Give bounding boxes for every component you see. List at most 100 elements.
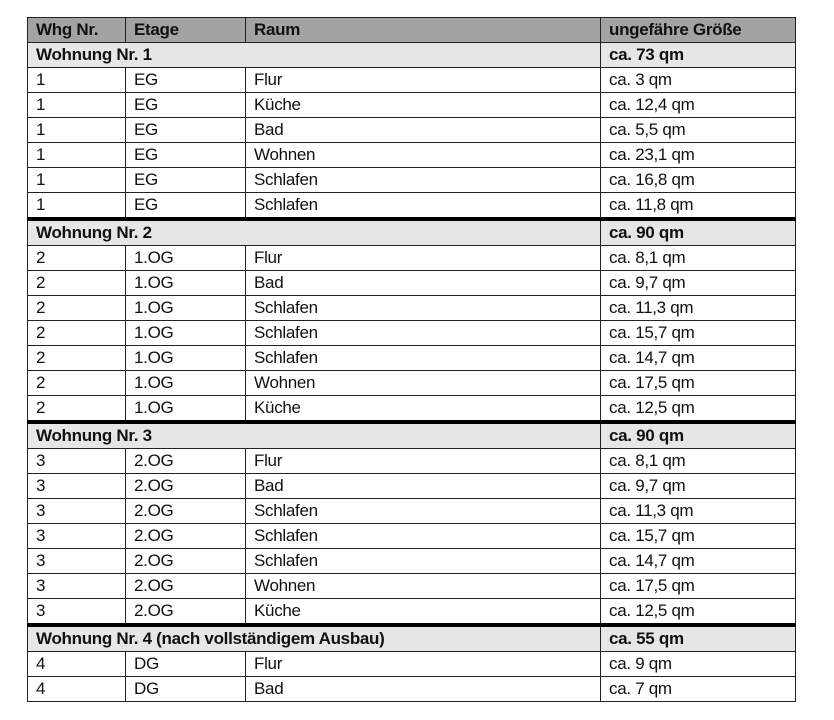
cell-whg-nr: 3 xyxy=(27,573,126,599)
cell-raum: Schlafen xyxy=(245,498,601,524)
cell-etage: 2.OG xyxy=(125,573,246,599)
cell-raum: Bad xyxy=(245,676,601,702)
cell-groesse: ca. 9 qm xyxy=(600,651,796,677)
group-title: Wohnung Nr. 3 xyxy=(27,420,601,449)
table-row: 2 1.OG Bad ca. 9,7 qm xyxy=(27,270,796,296)
group-row: Wohnung Nr. 4 (nach vollständigem Ausbau… xyxy=(27,623,796,652)
cell-etage: 2.OG xyxy=(125,498,246,524)
cell-groesse: ca. 15,7 qm xyxy=(600,320,796,346)
cell-groesse: ca. 9,7 qm xyxy=(600,270,796,296)
group-row: Wohnung Nr. 2 ca. 90 qm xyxy=(27,217,796,246)
cell-etage: 1.OG xyxy=(125,245,246,271)
cell-etage: EG xyxy=(125,142,246,168)
cell-raum: Schlafen xyxy=(245,548,601,574)
cell-etage: 2.OG xyxy=(125,473,246,499)
header-whg-nr: Whg Nr. xyxy=(27,17,126,43)
cell-whg-nr: 2 xyxy=(27,370,126,396)
group-row: Wohnung Nr. 3 ca. 90 qm xyxy=(27,420,796,449)
group-size: ca. 90 qm xyxy=(600,420,796,449)
cell-whg-nr: 3 xyxy=(27,448,126,474)
cell-raum: Schlafen xyxy=(245,167,601,193)
cell-whg-nr: 2 xyxy=(27,270,126,296)
table-row: 3 2.OG Bad ca. 9,7 qm xyxy=(27,473,796,499)
cell-whg-nr: 4 xyxy=(27,651,126,677)
table-row: 1 EG Flur ca. 3 qm xyxy=(27,67,796,93)
cell-whg-nr: 3 xyxy=(27,548,126,574)
cell-raum: Bad xyxy=(245,117,601,143)
cell-groesse: ca. 17,5 qm xyxy=(600,573,796,599)
table-row: 2 1.OG Schlafen ca. 11,3 qm xyxy=(27,295,796,321)
table-row: 4 DG Flur ca. 9 qm xyxy=(27,651,796,677)
cell-whg-nr: 2 xyxy=(27,345,126,371)
cell-groesse: ca. 7 qm xyxy=(600,676,796,702)
table-row: 2 1.OG Schlafen ca. 15,7 qm xyxy=(27,320,796,346)
cell-etage: 1.OG xyxy=(125,395,246,423)
header-row: Whg Nr. Etage Raum ungefähre Größe xyxy=(27,17,796,43)
cell-whg-nr: 3 xyxy=(27,523,126,549)
cell-whg-nr: 1 xyxy=(27,142,126,168)
cell-etage: 1.OG xyxy=(125,320,246,346)
table-row: 2 1.OG Flur ca. 8,1 qm xyxy=(27,245,796,271)
room-size-table: Whg Nr. Etage Raum ungefähre Größe Wohnu… xyxy=(27,17,796,702)
table-row: 3 2.OG Schlafen ca. 14,7 qm xyxy=(27,548,796,574)
table-row: 1 EG Bad ca. 5,5 qm xyxy=(27,117,796,143)
cell-etage: 2.OG xyxy=(125,548,246,574)
cell-groesse: ca. 16,8 qm xyxy=(600,167,796,193)
cell-etage: EG xyxy=(125,167,246,193)
cell-raum: Bad xyxy=(245,270,601,296)
cell-raum: Flur xyxy=(245,245,601,271)
group-size: ca. 90 qm xyxy=(600,217,796,246)
cell-etage: 2.OG xyxy=(125,598,246,626)
table-row: 2 1.OG Wohnen ca. 17,5 qm xyxy=(27,370,796,396)
cell-etage: EG xyxy=(125,92,246,118)
table-row: 3 2.OG Küche ca. 12,5 qm xyxy=(27,598,796,626)
cell-etage: 1.OG xyxy=(125,270,246,296)
cell-groesse: ca. 8,1 qm xyxy=(600,448,796,474)
cell-raum: Schlafen xyxy=(245,192,601,220)
cell-groesse: ca. 23,1 qm xyxy=(600,142,796,168)
cell-raum: Flur xyxy=(245,67,601,93)
cell-whg-nr: 1 xyxy=(27,92,126,118)
cell-etage: DG xyxy=(125,651,246,677)
cell-raum: Flur xyxy=(245,448,601,474)
cell-whg-nr: 1 xyxy=(27,117,126,143)
cell-whg-nr: 2 xyxy=(27,395,126,423)
cell-groesse: ca. 17,5 qm xyxy=(600,370,796,396)
cell-raum: Küche xyxy=(245,598,601,626)
group-size: ca. 73 qm xyxy=(600,42,796,68)
group-title: Wohnung Nr. 1 xyxy=(27,42,601,68)
cell-groesse: ca. 11,8 qm xyxy=(600,192,796,220)
group-title: Wohnung Nr. 4 (nach vollständigem Ausbau… xyxy=(27,623,601,652)
cell-etage: 1.OG xyxy=(125,345,246,371)
table-row: 3 2.OG Schlafen ca. 11,3 qm xyxy=(27,498,796,524)
table-row: 1 EG Schlafen ca. 11,8 qm xyxy=(27,192,796,220)
cell-whg-nr: 1 xyxy=(27,192,126,220)
cell-etage: EG xyxy=(125,67,246,93)
group-size: ca. 55 qm xyxy=(600,623,796,652)
cell-groesse: ca. 12,5 qm xyxy=(600,598,796,626)
table-row: 4 DG Bad ca. 7 qm xyxy=(27,676,796,702)
cell-raum: Schlafen xyxy=(245,320,601,346)
cell-whg-nr: 2 xyxy=(27,295,126,321)
table-row: 1 EG Schlafen ca. 16,8 qm xyxy=(27,167,796,193)
cell-whg-nr: 1 xyxy=(27,67,126,93)
table-body: Wohnung Nr. 1 ca. 73 qm 1 EG Flur ca. 3 qm 1 EG… xyxy=(27,42,796,702)
header-groesse: ungefähre Größe xyxy=(600,17,796,43)
cell-raum: Schlafen xyxy=(245,345,601,371)
table-row: 3 2.OG Wohnen ca. 17,5 qm xyxy=(27,573,796,599)
cell-groesse: ca. 11,3 qm xyxy=(600,295,796,321)
cell-etage: 2.OG xyxy=(125,448,246,474)
cell-whg-nr: 3 xyxy=(27,473,126,499)
cell-groesse: ca. 8,1 qm xyxy=(600,245,796,271)
cell-raum: Wohnen xyxy=(245,573,601,599)
cell-raum: Flur xyxy=(245,651,601,677)
cell-whg-nr: 2 xyxy=(27,245,126,271)
cell-etage: DG xyxy=(125,676,246,702)
cell-whg-nr: 1 xyxy=(27,167,126,193)
cell-raum: Schlafen xyxy=(245,523,601,549)
cell-etage: 1.OG xyxy=(125,295,246,321)
group-title: Wohnung Nr. 2 xyxy=(27,217,601,246)
cell-groesse: ca. 12,4 qm xyxy=(600,92,796,118)
table-row: 2 1.OG Küche ca. 12,5 qm xyxy=(27,395,796,423)
cell-groesse: ca. 15,7 qm xyxy=(600,523,796,549)
